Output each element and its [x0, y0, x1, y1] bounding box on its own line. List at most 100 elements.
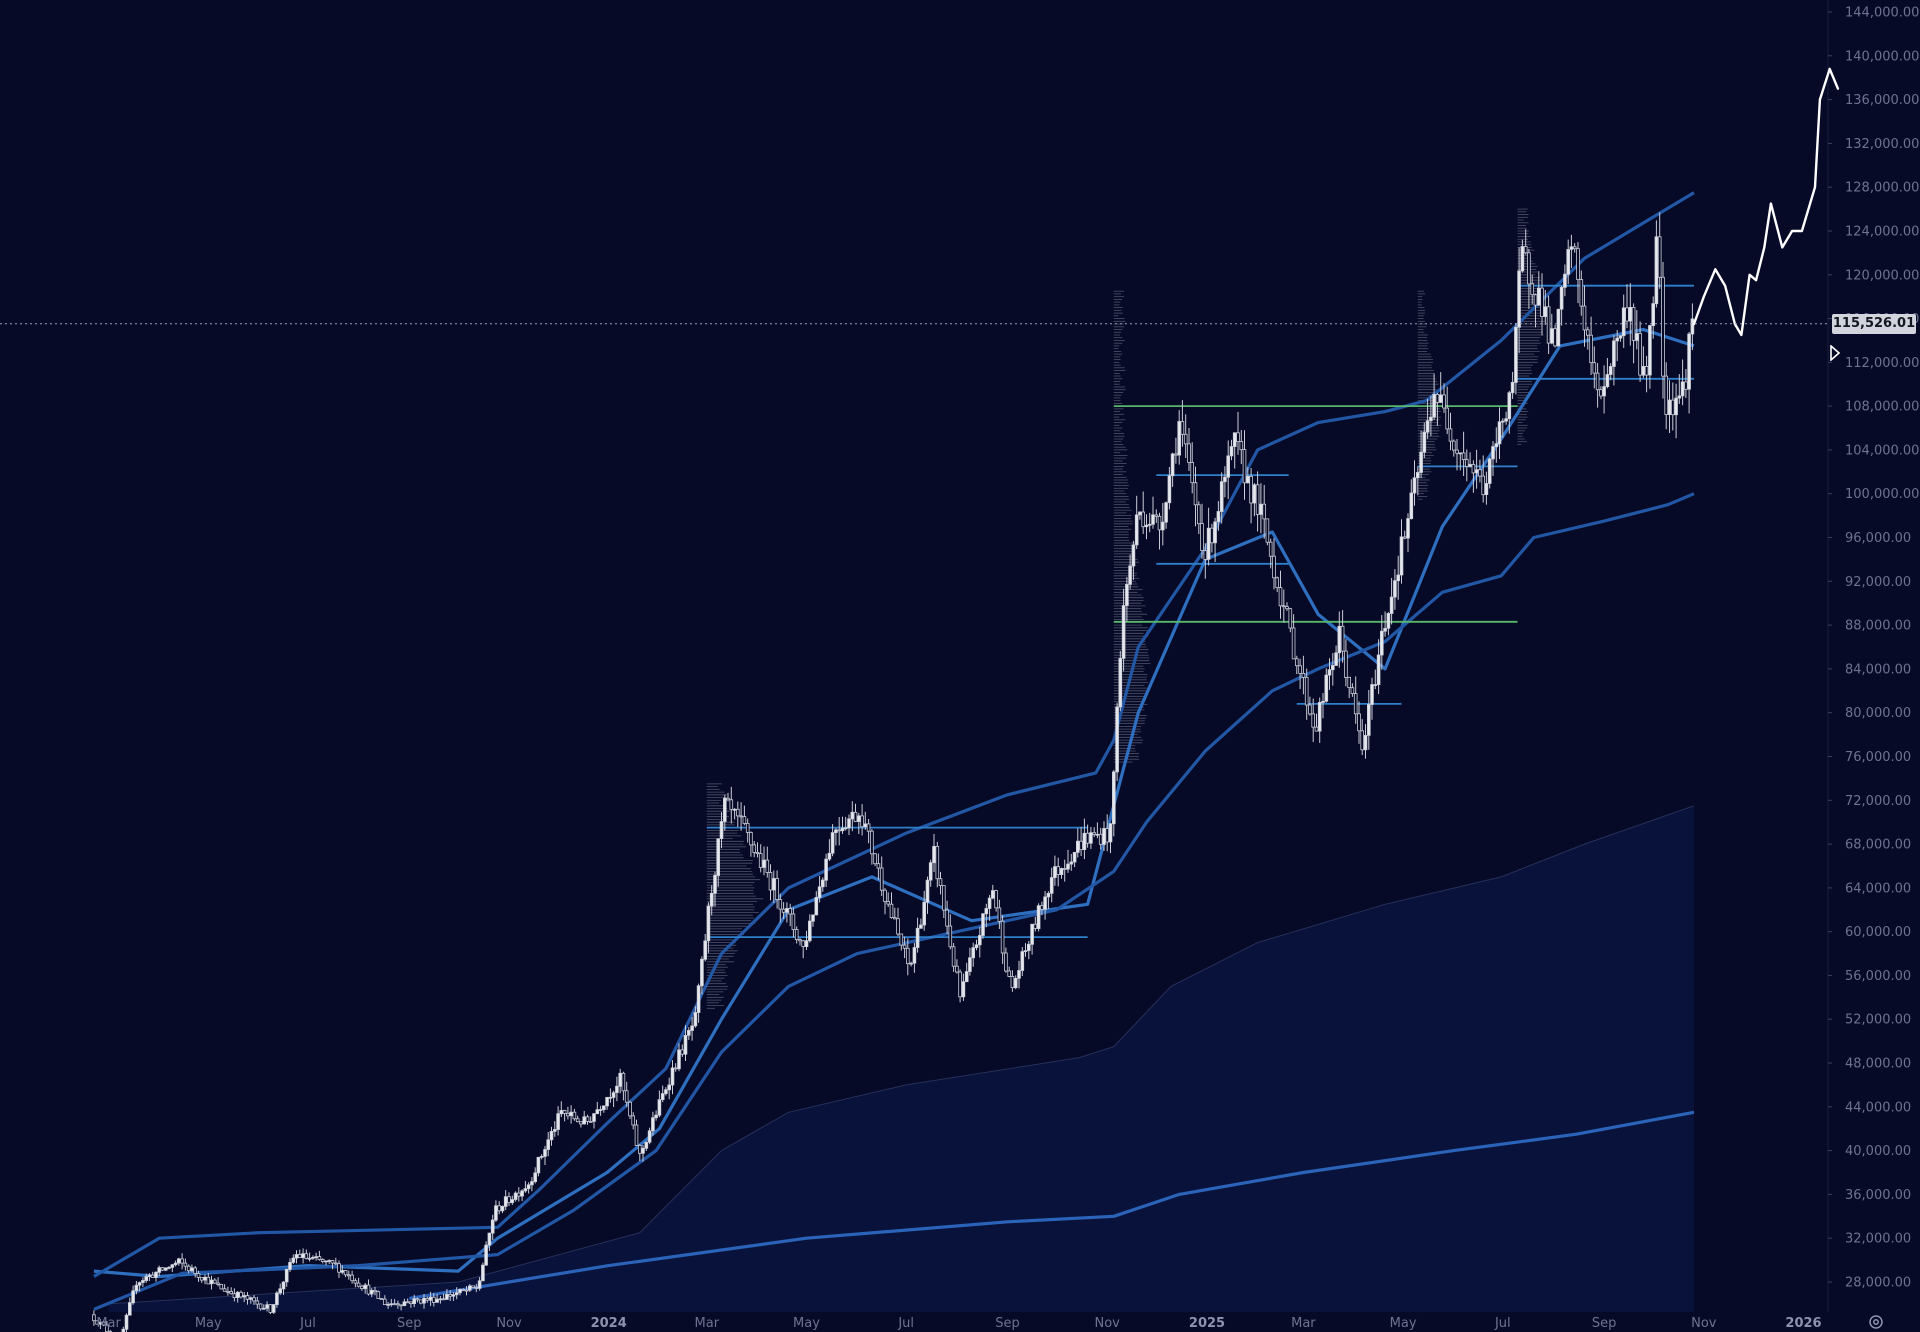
- candle-body: [745, 823, 750, 833]
- candle-body: [758, 853, 763, 868]
- candle-body: [173, 1262, 178, 1266]
- candle-body: [651, 1117, 655, 1132]
- candle-body: [1187, 443, 1191, 463]
- candle-body: [1631, 306, 1636, 341]
- candle-body: [543, 1149, 547, 1157]
- candle-body: [1664, 375, 1669, 415]
- candle-body: [255, 1300, 260, 1305]
- price-axis-background: [1828, 0, 1920, 1332]
- candle-body: [1174, 453, 1178, 456]
- candle-body: [804, 940, 809, 948]
- candle-body: [392, 1303, 397, 1306]
- moving-average-line: [409, 1110, 1695, 1300]
- candle-body: [376, 1291, 381, 1299]
- candle-body: [1661, 276, 1665, 377]
- y-tick-label: 72,000.00: [1845, 794, 1911, 809]
- candle-body: [1514, 326, 1518, 383]
- candle-body: [343, 1270, 348, 1276]
- candle-body: [150, 1274, 155, 1278]
- candle-body: [333, 1262, 338, 1265]
- candle-body: [232, 1293, 237, 1298]
- candle-body: [507, 1196, 511, 1203]
- candle-body: [1183, 433, 1188, 445]
- candle-body: [1265, 518, 1270, 543]
- y-tick-label: 120,000.00: [1845, 268, 1919, 283]
- candle-body: [935, 846, 940, 880]
- candle-body: [425, 1298, 430, 1301]
- candle-body: [932, 846, 936, 864]
- candle-body: [1203, 550, 1208, 560]
- candle-body: [1419, 451, 1423, 473]
- candle-body: [1206, 527, 1211, 560]
- y-tick-label: 84,000.00: [1845, 662, 1911, 677]
- candle-body: [716, 838, 720, 876]
- candle-body: [1559, 286, 1564, 310]
- settings-gear-icon[interactable]: [1868, 1314, 1884, 1330]
- candle-body: [229, 1291, 234, 1295]
- candle-body: [239, 1291, 243, 1298]
- candle-body: [1321, 700, 1325, 703]
- candle-body: [1118, 658, 1123, 708]
- time-axis[interactable]: Mar May Jul Sep Nov 2024 Mar May Jul Sep Nov 2025 Ma…: [96, 1316, 1821, 1331]
- candle-body: [1442, 394, 1446, 409]
- candle-body: [1638, 333, 1642, 376]
- candle-body: [1007, 970, 1011, 977]
- candle-body: [647, 1130, 652, 1143]
- candle-body: [137, 1282, 142, 1286]
- candle-body: [893, 917, 897, 920]
- candle-body: [709, 893, 714, 907]
- candle-body: [1278, 587, 1283, 607]
- candle-body: [938, 878, 943, 887]
- candle-body: [386, 1304, 390, 1306]
- candle-body: [1501, 420, 1505, 423]
- x-tick-label: Sep: [397, 1316, 422, 1331]
- candle-body: [618, 1072, 622, 1087]
- candle-body: [1331, 665, 1335, 671]
- candle-body: [794, 929, 799, 940]
- candle-body: [409, 1301, 413, 1305]
- candle-body: [677, 1049, 681, 1070]
- candle-body: [569, 1111, 573, 1117]
- candle-body: [278, 1288, 282, 1294]
- candle-body: [346, 1274, 351, 1277]
- candle-body: [964, 971, 969, 983]
- candle-body: [1242, 449, 1247, 484]
- candle-body: [899, 933, 904, 946]
- flag-icon[interactable]: [1830, 345, 1840, 361]
- candle-body: [886, 901, 890, 905]
- candle-body: [657, 1099, 662, 1116]
- candle-body: [451, 1294, 456, 1297]
- y-tick-label: 108,000.00: [1845, 400, 1919, 415]
- candle-body: [628, 1101, 632, 1117]
- candle-body: [536, 1156, 541, 1174]
- candle-body: [438, 1298, 443, 1301]
- x-tick-label: May: [195, 1316, 222, 1331]
- candle-body: [1291, 627, 1296, 660]
- candle-body: [1677, 395, 1682, 399]
- x-tick-label: May: [1390, 1316, 1417, 1331]
- price-axis[interactable]: 144,000.00 140,000.00 136,000.00 132,000.00…: [1828, 6, 1919, 1291]
- candle-body: [1314, 726, 1319, 732]
- y-tick-label: 28,000.00: [1845, 1276, 1911, 1291]
- candle-body: [422, 1298, 426, 1304]
- candle-body: [1105, 828, 1110, 843]
- candle-body: [585, 1116, 590, 1122]
- candle-body: [1455, 449, 1459, 454]
- y-tick-label: 136,000.00: [1845, 93, 1919, 108]
- candle-body: [320, 1259, 325, 1262]
- candle-body: [235, 1291, 240, 1299]
- candle-body: [144, 1276, 149, 1281]
- candle-body: [513, 1192, 518, 1200]
- candle-body: [984, 908, 989, 915]
- candle-body: [1128, 565, 1132, 585]
- candle-body: [1497, 421, 1502, 445]
- candle-body: [1510, 381, 1515, 394]
- candle-body: [1301, 673, 1306, 678]
- candle-body: [909, 962, 913, 965]
- candle-body: [1399, 536, 1404, 576]
- candle-body: [209, 1279, 214, 1285]
- candle-body: [572, 1111, 577, 1120]
- y-tick-label: 76,000.00: [1845, 750, 1911, 765]
- candle-body: [1523, 246, 1528, 254]
